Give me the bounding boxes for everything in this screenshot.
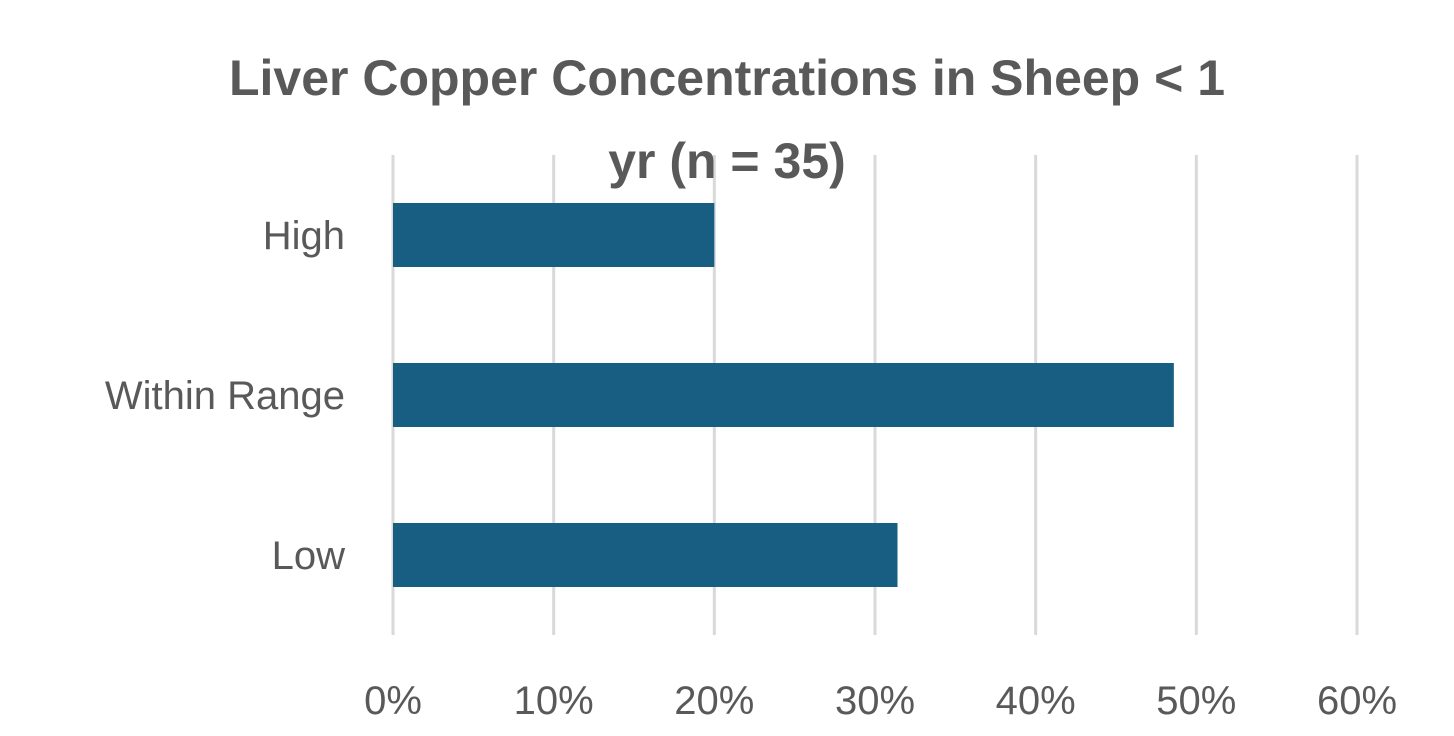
x-tick-label-50: 50% xyxy=(1156,679,1236,723)
x-tick-label-10: 10% xyxy=(514,679,594,723)
x-tick-label-20: 20% xyxy=(674,679,754,723)
category-label-high: High xyxy=(263,214,345,258)
category-label-low: Low xyxy=(272,534,345,578)
chart-title-line-2: yr (n = 35) xyxy=(608,133,846,189)
category-label-within-range: Within Range xyxy=(105,374,345,418)
x-tick-label-40: 40% xyxy=(996,679,1076,723)
bar-low xyxy=(393,523,898,587)
category-labels: High Within Range Low xyxy=(105,214,345,578)
bar-high xyxy=(393,203,715,267)
bars xyxy=(393,203,1174,587)
bar-within-range xyxy=(393,363,1174,427)
x-tick-label-0: 0% xyxy=(364,679,422,723)
x-axis-tick-labels: 0% 10% 20% 30% 40% 50% 60% xyxy=(364,679,1397,723)
chart-title-line-1: Liver Copper Concentrations in Sheep < 1 xyxy=(229,50,1225,106)
chart-title: Liver Copper Concentrations in Sheep < 1… xyxy=(229,50,1225,189)
x-tick-label-60: 60% xyxy=(1317,679,1397,723)
x-tick-label-30: 30% xyxy=(835,679,915,723)
